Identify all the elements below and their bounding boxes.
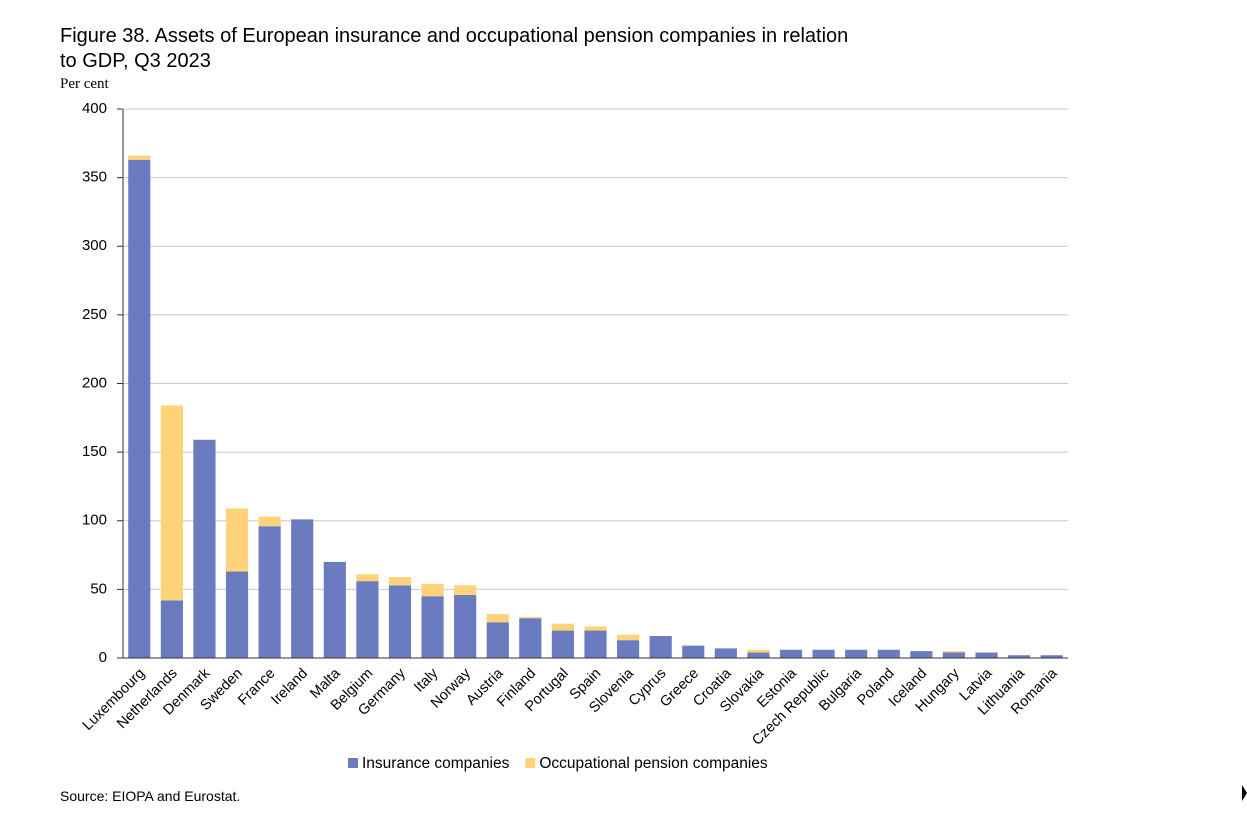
legend-swatch: [348, 758, 358, 768]
bar-segment: [975, 652, 998, 658]
bar-segment: [617, 640, 640, 658]
bar-segment: [617, 634, 640, 641]
bar-segment: [356, 581, 379, 658]
chart-title: to GDP, Q3 2023: [60, 50, 211, 72]
bar-segment: [160, 405, 183, 601]
chart-title: Figure 38. Assets of European insurance …: [60, 25, 848, 47]
bar-segment: [942, 651, 966, 653]
bar-segment: [877, 649, 900, 658]
source-note: Source: EIOPA and Eurostat.: [60, 788, 240, 804]
bar-segment: [1040, 655, 1063, 658]
bar-segment: [291, 519, 314, 658]
bar-segment: [812, 649, 835, 658]
bar-segment: [225, 508, 249, 572]
y-tick-label: 150: [82, 443, 107, 460]
y-tick-label: 250: [82, 306, 107, 323]
bar-segment: [486, 614, 509, 623]
y-tick-label: 100: [82, 512, 107, 529]
y-tick-label: 350: [82, 169, 107, 186]
y-tick-label: 0: [99, 649, 107, 666]
x-tick-label: France: [235, 666, 278, 709]
bar-segment: [551, 623, 574, 631]
y-axis-label: Per cent: [60, 76, 110, 92]
y-tick-label: 400: [82, 100, 107, 117]
bar-segment: [910, 651, 933, 658]
bar-segment: [388, 585, 412, 658]
bar-segment: [942, 652, 966, 658]
bar-segment: [551, 630, 574, 658]
bar-segment: [454, 594, 477, 658]
bar-segment: [193, 439, 216, 658]
bar-segment: [388, 577, 412, 586]
bar-segment: [128, 155, 151, 160]
bar-segment: [160, 600, 183, 658]
bar-segment: [682, 645, 705, 658]
bar-segment: [258, 516, 281, 527]
y-tick-label: 200: [82, 374, 107, 391]
legend-label: Insurance companies: [362, 755, 510, 772]
bar-segment: [779, 649, 803, 658]
bar-segment: [747, 649, 770, 653]
bar-segment: [747, 652, 770, 658]
bar-segment: [421, 583, 444, 597]
bar-segment: [519, 616, 542, 619]
legend-label: Occupational pension companies: [539, 755, 768, 772]
bar-segment: [714, 648, 737, 658]
y-tick-label: 300: [82, 237, 107, 254]
bar-segment: [323, 561, 346, 658]
x-tick-label: Ireland: [268, 666, 311, 709]
bar-segment: [128, 159, 151, 658]
bar-segment: [1008, 655, 1031, 658]
bar-segment: [584, 630, 607, 658]
bar-segment: [584, 626, 607, 631]
bar-segment: [258, 526, 281, 658]
bar-segment: [845, 649, 868, 658]
bar-segment: [454, 585, 477, 595]
bar-segment: [225, 571, 249, 658]
bar-segment: [649, 636, 672, 658]
bar-segment: [421, 596, 444, 658]
bar-segment: [356, 574, 379, 582]
cursor-icon: [1242, 785, 1247, 801]
legend-swatch: [525, 758, 536, 768]
bar-segment: [519, 618, 542, 658]
y-tick-label: 50: [90, 580, 107, 597]
bar-segment: [486, 622, 509, 658]
